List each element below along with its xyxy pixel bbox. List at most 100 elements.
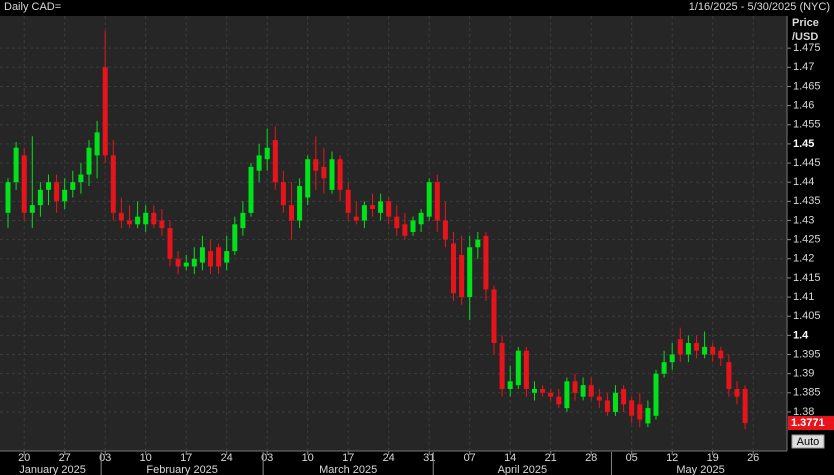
- candle-body: [556, 396, 562, 405]
- candle-body: [321, 166, 327, 179]
- x-tick-label: 03: [261, 452, 273, 464]
- month-label: March 2025: [319, 464, 377, 475]
- candle-body: [499, 343, 505, 389]
- candle-body: [208, 251, 213, 267]
- x-tick-label: 05: [626, 452, 638, 464]
- y-tick-label: 1.46: [793, 100, 814, 112]
- y-tick-label: 1.455: [793, 119, 821, 131]
- candle-body: [645, 408, 651, 424]
- month-label: May 2025: [676, 464, 724, 475]
- x-tick-label: 07: [464, 452, 476, 464]
- candle-body: [248, 166, 254, 213]
- y-tick-label: 1.435: [793, 195, 821, 207]
- auto-button-label[interactable]: Auto: [797, 436, 820, 448]
- candle-body: [483, 235, 489, 290]
- month-label: January 2025: [19, 464, 86, 475]
- x-tick-label: 24: [221, 452, 233, 464]
- candle-body: [726, 362, 732, 389]
- y-tick-label: 1.395: [793, 348, 821, 360]
- x-tick-label: 31: [423, 452, 435, 464]
- x-tick-label: 28: [585, 452, 597, 464]
- candle-body: [629, 400, 635, 416]
- candle-body: [507, 381, 513, 389]
- candle-body: [13, 147, 19, 183]
- candle-body: [37, 189, 43, 206]
- candle-body: [694, 343, 699, 351]
- candle-body: [143, 212, 149, 225]
- candle-body: [62, 189, 68, 202]
- auto-button[interactable]: [791, 434, 825, 449]
- date-range: 1/16/2025 - 5/30/2025 (NYC): [689, 1, 830, 13]
- candle-body: [564, 381, 570, 409]
- candle-body: [167, 228, 173, 259]
- candle-body: [410, 220, 416, 232]
- candle-body: [540, 388, 546, 393]
- last-price-label: 1.3771: [791, 417, 825, 429]
- candle-body: [272, 140, 278, 183]
- candle-body: [183, 262, 189, 267]
- x-tick-label: 17: [342, 452, 354, 464]
- y-tick-label: 1.42: [793, 253, 814, 265]
- candle-body: [280, 182, 286, 206]
- chart-title: Daily CAD=: [4, 1, 61, 13]
- x-tick-label: 26: [747, 452, 759, 464]
- x-tick-label: 24: [383, 452, 395, 464]
- y-tick-label: 1.39: [793, 368, 814, 380]
- candle-body: [434, 182, 440, 221]
- y-tick-label: 1.425: [793, 234, 821, 246]
- candle-body: [596, 396, 602, 401]
- candle-body: [199, 247, 205, 263]
- candle-body: [135, 216, 141, 225]
- candle-body: [353, 216, 359, 221]
- candle-body: [702, 346, 708, 355]
- candle-body: [677, 339, 683, 355]
- candle-body: [94, 132, 100, 156]
- x-tick-label: 03: [99, 452, 111, 464]
- candle-body: [418, 212, 424, 225]
- y-tick-label: 1.475: [793, 42, 821, 54]
- candle-body: [491, 289, 497, 344]
- x-tick-label: 17: [180, 452, 192, 464]
- x-tick-label: 14: [504, 452, 516, 464]
- candle-body: [289, 205, 294, 221]
- candle-body: [604, 400, 610, 412]
- month-label: April 2025: [498, 464, 548, 475]
- x-tick-label: 10: [140, 452, 152, 464]
- candle-body: [532, 388, 537, 393]
- candle-body: [515, 350, 521, 386]
- candle-body: [475, 239, 481, 248]
- candle-body: [102, 67, 108, 156]
- y-tick-label: 1.385: [793, 387, 821, 399]
- plot-area: [0, 16, 787, 451]
- candle-body: [224, 251, 230, 263]
- y-tick-label: 1.465: [793, 80, 821, 92]
- candle-body: [305, 159, 311, 198]
- candle-body: [459, 254, 465, 298]
- x-tick-label: 10: [302, 452, 314, 464]
- candle-body: [329, 159, 335, 190]
- candle-body: [159, 220, 165, 229]
- y-tick-label: 1.405: [793, 310, 821, 322]
- candle-body: [78, 174, 84, 183]
- y-tick-label: 1.44: [793, 176, 814, 188]
- candle-body: [191, 258, 197, 267]
- y-axis-label: /USD: [792, 31, 818, 43]
- candle-body: [54, 182, 60, 202]
- candle-body: [5, 182, 11, 213]
- candle-body: [216, 247, 222, 267]
- candle-body: [70, 182, 76, 190]
- x-tick-label: 27: [59, 452, 71, 464]
- candle-body: [588, 385, 594, 397]
- candle-body: [345, 189, 351, 213]
- y-tick-label: 1.4: [793, 329, 809, 341]
- candle-body: [613, 392, 618, 412]
- candle-body: [232, 224, 238, 252]
- y-tick-label: 1.45: [793, 138, 814, 150]
- y-tick-label: 1.43: [793, 214, 814, 226]
- candle-body: [175, 258, 181, 267]
- x-tick-label: 20: [18, 452, 30, 464]
- candle-body: [378, 201, 384, 213]
- candle-body: [621, 388, 627, 405]
- candle-body: [264, 147, 270, 160]
